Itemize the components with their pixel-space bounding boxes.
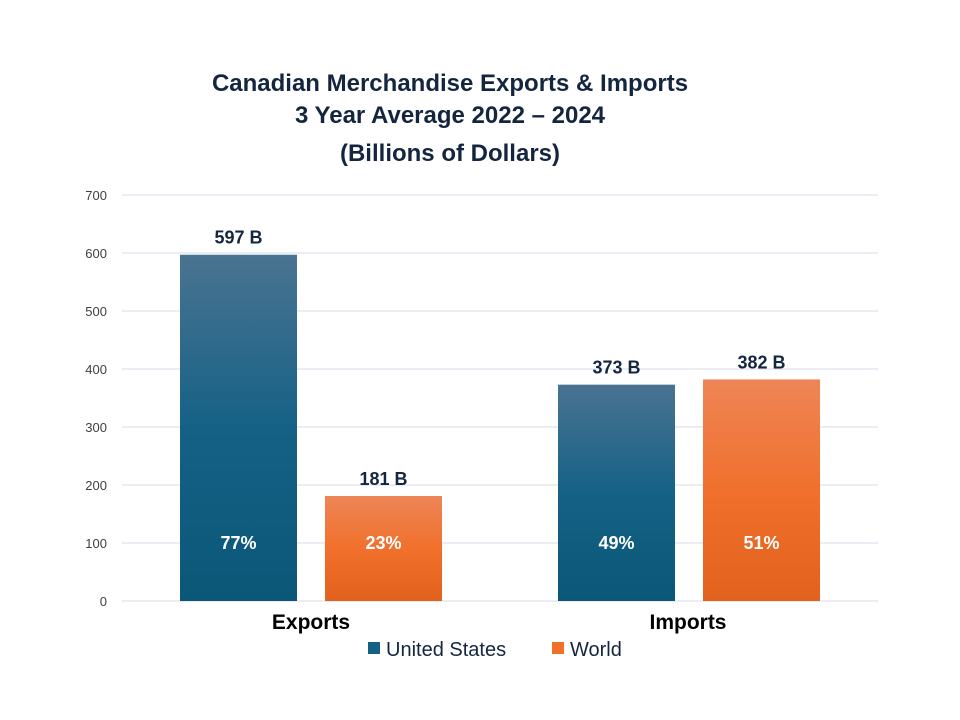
percent-label: 23% <box>365 533 401 553</box>
legend-swatch-world <box>552 642 564 654</box>
x-category-label: Exports <box>272 611 350 634</box>
x-category-label: Imports <box>649 611 726 634</box>
data-label: 181 B <box>359 469 407 489</box>
y-tick-label: 300 <box>85 420 107 435</box>
percent-label: 77% <box>220 533 256 553</box>
y-tick-label: 600 <box>85 246 107 261</box>
percent-label: 51% <box>743 533 779 553</box>
data-label: 597 B <box>214 228 262 248</box>
bar-world-exports <box>325 496 442 601</box>
percent-label: 49% <box>598 533 634 553</box>
data-label: 382 B <box>737 352 785 372</box>
chart-title-line-2: 3 Year Average 2022 – 2024 <box>294 102 606 129</box>
y-tick-label: 400 <box>85 362 107 377</box>
legend-label: United States <box>386 639 506 661</box>
y-tick-label: 100 <box>85 536 107 551</box>
legend-label: World <box>570 639 622 661</box>
y-tick-label: 200 <box>85 478 107 493</box>
bar-united-states-imports <box>558 384 675 601</box>
bar-world-imports <box>703 379 820 601</box>
legend-swatch-united-states <box>368 642 380 654</box>
bar-united-states-exports <box>180 254 297 602</box>
data-label: 373 B <box>592 358 640 378</box>
chart-title-line-3: (Billions of Dollars) <box>339 140 560 167</box>
y-tick-label: 0 <box>100 594 107 609</box>
chart-title-line-1: Canadian Merchandise Exports & Imports <box>211 70 689 97</box>
y-tick-label: 700 <box>85 188 107 203</box>
y-tick-label: 500 <box>85 304 107 319</box>
